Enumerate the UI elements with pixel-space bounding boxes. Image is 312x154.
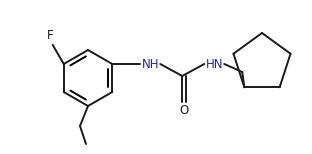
Text: HN: HN: [206, 57, 224, 71]
Text: O: O: [180, 105, 189, 118]
Text: NH: NH: [142, 57, 160, 71]
Text: F: F: [46, 29, 53, 43]
